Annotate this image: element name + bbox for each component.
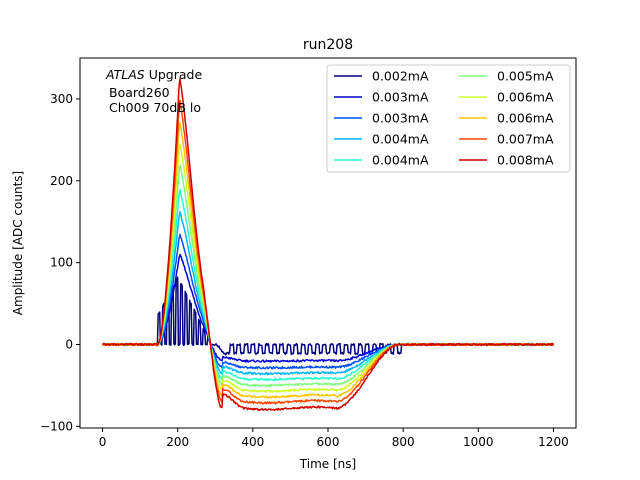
x-tick-label: 1000 — [463, 435, 494, 449]
y-tick-label: 0 — [65, 338, 73, 352]
x-axis-label: Time [ns] — [299, 457, 356, 471]
y-tick-label: −100 — [40, 419, 73, 433]
legend-label: 0.006mA — [497, 111, 554, 126]
legend-label: 0.003mA — [372, 111, 429, 126]
legend-label: 0.004mA — [372, 132, 429, 147]
y-axis: −100 0 100 200 300 — [40, 92, 80, 433]
svg-text:ATLAS Upgrade: ATLAS Upgrade — [105, 67, 202, 82]
annotation-atlas: ATLAS — [105, 67, 145, 82]
y-tick-label: 200 — [50, 174, 73, 188]
y-tick-label: 300 — [50, 92, 73, 106]
legend-label: 0.006mA — [497, 90, 554, 105]
legend-label: 0.008mA — [497, 153, 554, 168]
legend-label: 0.003mA — [372, 90, 429, 105]
x-tick-label: 200 — [166, 435, 189, 449]
legend-label: 0.004mA — [372, 153, 429, 168]
y-axis-label: Amplitude [ADC counts] — [11, 171, 25, 315]
x-tick-label: 600 — [317, 435, 340, 449]
chart-title: run208 — [303, 37, 353, 53]
annotation-channel: Ch009 70dB lo — [109, 100, 201, 115]
annotation-upgrade: Upgrade — [145, 67, 203, 82]
atlas-annotation: ATLAS Upgrade Board260 Ch009 70dB lo — [105, 67, 202, 115]
x-axis: 0 200 400 600 800 1000 1200 — [99, 428, 569, 449]
annotation-board: Board260 — [109, 85, 170, 100]
legend-box — [326, 64, 571, 173]
x-tick-label: 1200 — [538, 435, 569, 449]
x-tick-label: 400 — [241, 435, 264, 449]
series-lines — [101, 78, 555, 412]
x-tick-label: 800 — [392, 435, 415, 449]
legend-label: 0.007mA — [497, 132, 554, 147]
series-line — [102, 78, 555, 412]
legend: 0.002mA 0.003mA 0.003mA 0.004mA 0.004mA 0.005… — [326, 64, 571, 173]
legend-label: 0.002mA — [372, 69, 429, 84]
x-tick-label: 0 — [99, 435, 107, 449]
y-tick-label: 100 — [50, 256, 73, 270]
legend-label: 0.005mA — [497, 69, 554, 84]
